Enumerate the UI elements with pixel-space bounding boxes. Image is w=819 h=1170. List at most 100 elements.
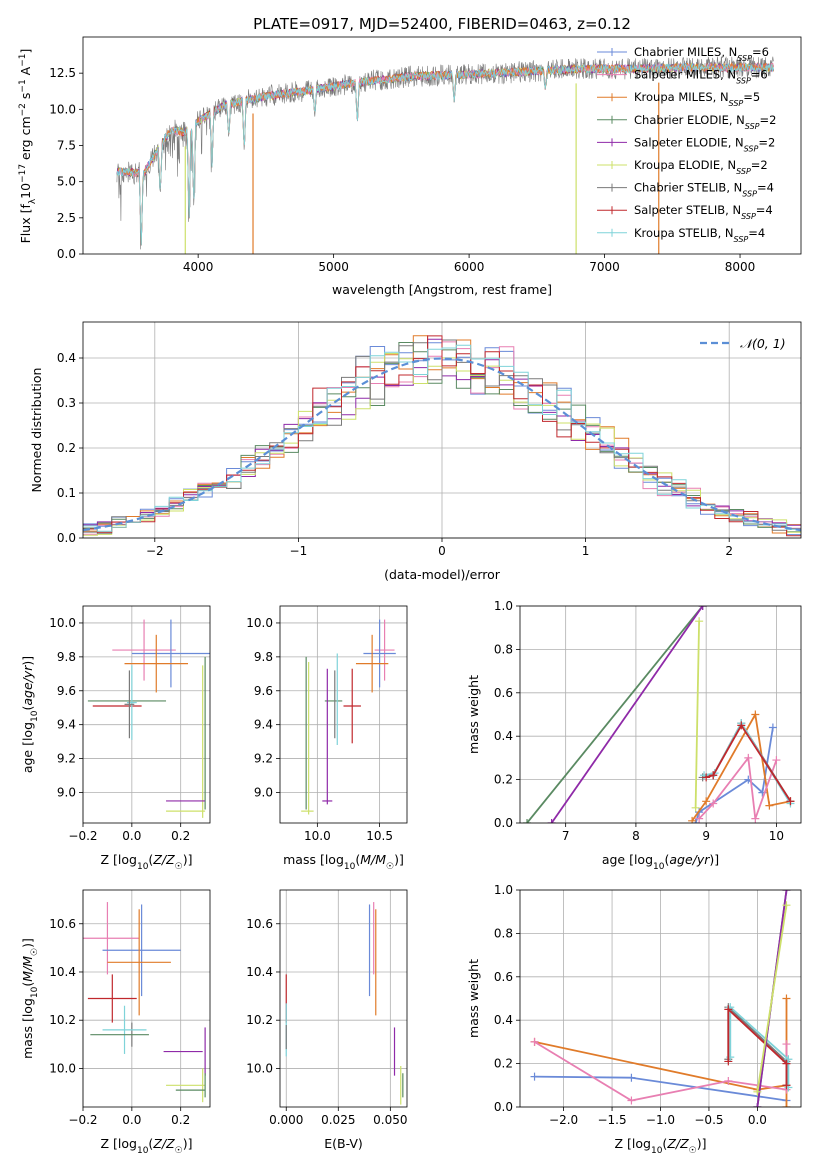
plot-area [530, 890, 793, 1107]
x-tick-label: 0.050 [373, 1113, 407, 1127]
weight-marker-salpeter_miles [772, 756, 781, 765]
axes-frame [279, 889, 408, 1108]
x-tick-label: −2 [146, 544, 164, 558]
label-part: )] [183, 1136, 193, 1151]
axes-frame [82, 605, 211, 824]
x-tick-label: 9 [702, 829, 710, 843]
y-tick-label: 10.2 [246, 1013, 273, 1027]
legend-text: Chabrier ELODIE, N [634, 113, 745, 127]
label-part: 10 [30, 710, 40, 722]
weight-marker-salpeter_stelib [786, 797, 795, 806]
label-part: −17 [18, 164, 28, 183]
x-axis-label: age [log10(age/yr)] [602, 852, 719, 872]
y-tick-label: 0.6 [494, 970, 513, 984]
x-axis-label: mass [log10(M/M☉)] [283, 852, 404, 872]
label-part: ( [20, 982, 35, 987]
y-tick-label: 9.0 [57, 785, 76, 799]
weight-marker-kroupa_miles [702, 797, 711, 806]
x-tick-label: 0.0 [122, 829, 141, 843]
legend-sub: SSP [742, 189, 757, 198]
x-tick-label: −2.0 [549, 1113, 578, 1127]
x-tick-label: −1.0 [646, 1113, 675, 1127]
legend-tail: =4 [756, 203, 773, 217]
plot-area [523, 606, 795, 823]
label-part: Z [log [615, 1136, 651, 1151]
weight-marker-kroupa_elodie [782, 901, 791, 910]
weight-marker-salpeter_miles [782, 1040, 791, 1049]
mass-vs-ebv-panel: 0.000 0.025 0.050 10.0 10.2 10.4 10.6 E(B-V) [246, 889, 408, 1151]
y-tick-label: 0.0 [57, 247, 76, 261]
legend-sub: SSP [745, 121, 760, 130]
legend-label-salpeter_stelib: Salpeter STELIB, NSSP=4 [634, 203, 773, 221]
y-tick-label: 0.6 [494, 686, 513, 700]
label-part: ( [148, 1136, 153, 1151]
weight-marker-salpeter_elodie [782, 890, 791, 894]
x-tick-label: 10 [769, 829, 784, 843]
y-tick-label: 10.0 [49, 102, 76, 116]
legend-label-gaussian: 𝒩(0, 1) [740, 336, 786, 351]
label-part: A [18, 66, 33, 79]
weight-line-salpeter_stelib [727, 1007, 788, 1086]
x-tick-label: 7 [562, 829, 570, 843]
weight-marker-salpeter_miles [627, 1096, 636, 1105]
y-tick-label: 10.0 [49, 616, 76, 630]
label-part: ( [662, 1136, 667, 1151]
x-tick-label: 0.0 [122, 1113, 141, 1127]
weight-marker-salpeter_stelib [702, 773, 711, 782]
label-part: ] [18, 49, 33, 54]
label-part: M/M [20, 956, 35, 982]
x-tick-label: 8000 [725, 260, 756, 274]
label-part: )] [709, 852, 719, 867]
legend-text: Kroupa MILES, N [634, 90, 729, 104]
y-tick-label: 9.0 [254, 785, 273, 799]
legend-sub: SSP [741, 212, 756, 221]
weight-marker-salpeter_stelib [782, 1059, 791, 1068]
legend-text: Salpeter STELIB, N [634, 203, 741, 217]
label-part: Z/Z [152, 852, 175, 867]
y-tick-label: 0.0 [57, 531, 76, 545]
label-part: ( [148, 852, 153, 867]
legend-label-salpeter_elodie: Salpeter ELODIE, NSSP=2 [634, 135, 775, 153]
weight-line-kroupa_elodie [694, 621, 700, 808]
legend-tail: =5 [743, 90, 760, 104]
y-tick-label: 0.0 [494, 1100, 513, 1114]
weight-marker-salpeter_stelib [737, 721, 746, 730]
label-part: )] [183, 852, 193, 867]
y-tick-label: 9.4 [254, 718, 273, 732]
x-tick-label: 0 [438, 544, 446, 558]
label-part: −2 [18, 103, 28, 116]
y-tick-label: 0.4 [57, 351, 76, 365]
x-tick-label: 0.000 [269, 1113, 303, 1127]
label-part: mass [log [20, 998, 35, 1059]
weight-line-salpeter_miles [698, 755, 778, 820]
x-axis-label: (data-model)/error [384, 567, 501, 582]
figure-title: PLATE=0917, MJD=52400, FIBERID=0463, z=0… [253, 15, 631, 33]
legend-sub: SSP [729, 99, 744, 108]
legend-label-chabrier_stelib: Chabrier STELIB, NSSP=4 [634, 181, 774, 199]
x-tick-label: 5000 [318, 260, 349, 274]
plot-area [301, 619, 396, 815]
spectrum-line-kroupa_stelib [116, 62, 774, 246]
y-tick-label: 10.4 [49, 965, 76, 979]
y-axis-label: mass [log10(M/M☉)] [20, 938, 40, 1059]
weight-marker-salpeter_miles [724, 1076, 733, 1085]
label-part: ☉ [30, 948, 40, 956]
y-tick-label: 12.5 [49, 66, 76, 80]
x-tick-label: 0.2 [171, 829, 190, 843]
label-part: ( [20, 706, 35, 711]
label-part: mass [log [283, 852, 344, 867]
label-part: ☉ [386, 862, 394, 872]
label-part: Z [log [101, 852, 137, 867]
legend-tail: =6 [752, 45, 769, 59]
label-part: 10 [653, 862, 665, 872]
y-tick-label: 9.8 [254, 650, 273, 664]
weight-line-salpeter_stelib [705, 723, 792, 802]
label-part: )] [697, 1136, 707, 1151]
y-axis-label: mass weight [466, 675, 481, 754]
x-tick-label: 10.5 [366, 829, 393, 843]
legend-sub: SSP [744, 144, 759, 153]
weight-line-chabrier_elodie [526, 606, 704, 823]
y-tick-label: 10.2 [49, 1013, 76, 1027]
legend-tail: =4 [748, 226, 765, 240]
y-tick-label: 0.8 [494, 926, 513, 940]
